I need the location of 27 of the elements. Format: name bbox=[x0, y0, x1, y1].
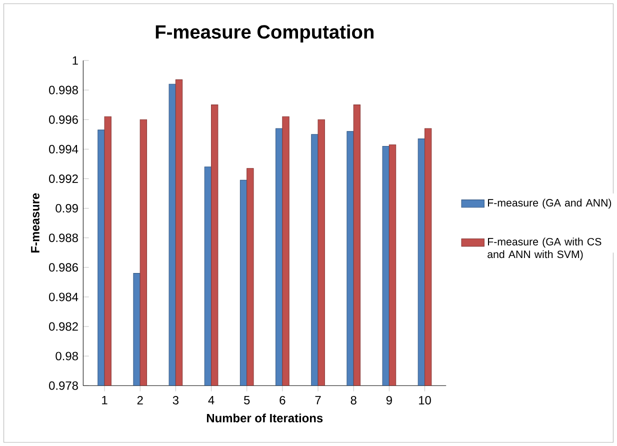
x-tick-label: 10 bbox=[419, 396, 431, 404]
x-tick-label: 5 bbox=[244, 396, 250, 404]
x-tick-label: 8 bbox=[350, 396, 356, 404]
legend-label: F-measure (GA with CS and ANN with SVM) bbox=[488, 238, 602, 260]
y-tick-label: 1 bbox=[72, 56, 78, 65]
x-tick-label: 4 bbox=[208, 396, 214, 404]
legend-label: F-measure (GA and ANN) bbox=[488, 198, 612, 209]
y-tick-label: 0.994 bbox=[49, 144, 78, 154]
x-axis-title: Number of Iterations bbox=[206, 414, 323, 422]
y-tick-label: 0.998 bbox=[49, 86, 78, 94]
y-tick-label: 0.992 bbox=[49, 174, 78, 183]
x-tick-label: 1 bbox=[102, 396, 108, 404]
y-tick-label: 0.99 bbox=[56, 204, 78, 212]
y-tick-label: 0.98 bbox=[56, 352, 78, 360]
x-tick-label: 3 bbox=[172, 396, 178, 404]
x-tick-label: 9 bbox=[386, 396, 392, 404]
y-tick-label: 0.982 bbox=[49, 322, 78, 331]
x-tick-label: 7 bbox=[315, 396, 321, 404]
y-tick-label: 0.984 bbox=[49, 292, 78, 302]
y-tick-label: 0.988 bbox=[49, 234, 78, 242]
y-tick-label: 0.996 bbox=[49, 115, 78, 124]
y-tick-label: 0.978 bbox=[49, 381, 78, 390]
y-tick-label: 0.986 bbox=[49, 263, 78, 272]
x-tick-label: 6 bbox=[280, 396, 286, 404]
x-tick-label: 2 bbox=[137, 396, 143, 404]
y-axis-title: F-measure bbox=[31, 193, 40, 252]
chart-title: F-measure Computation bbox=[156, 24, 374, 42]
